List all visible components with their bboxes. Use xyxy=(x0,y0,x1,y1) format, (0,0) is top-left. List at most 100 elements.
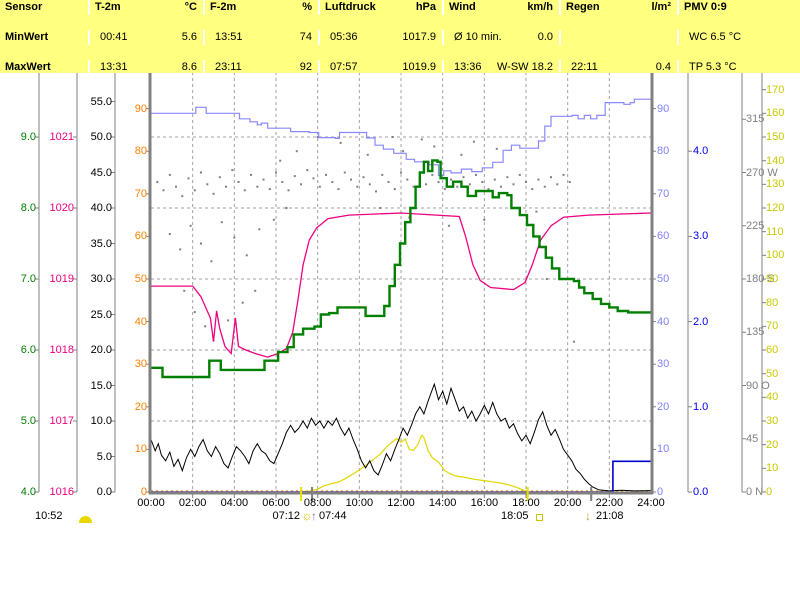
table-row: MinWert 00:41 5.6 13:51 74 05:36 1017.9 Ø 10 mi… xyxy=(0,30,800,45)
sun-icon: ☼ xyxy=(301,508,313,523)
scatter-dot-richtung xyxy=(362,176,365,179)
tick-label-brightness: 120 xyxy=(766,202,785,214)
scatter-dot-richtung xyxy=(437,181,440,183)
x-axis-label: 24:00 xyxy=(637,497,665,509)
scatter-dot-richtung xyxy=(318,185,321,188)
moonrise-time: 10:52 xyxy=(35,510,63,522)
scatter-dot-richtung xyxy=(375,190,377,193)
tick-label-sunshine: 70 xyxy=(134,187,147,200)
scatter-dot-richtung xyxy=(316,136,319,138)
tick-label-brightness: 50 xyxy=(766,367,779,380)
scatter-dot-richtung xyxy=(443,188,446,191)
scatter-dot-richtung xyxy=(200,242,202,245)
scatter-dot-richtung xyxy=(187,177,190,180)
tick-label-brightness: 20 xyxy=(766,438,779,451)
scatter-dot-richtung xyxy=(531,188,534,191)
scatter-dot-richtung xyxy=(287,189,290,192)
tick-label-brightness: 110 xyxy=(766,225,784,238)
tick-label-pressure: 1021 xyxy=(49,131,74,143)
table-cell: 13:51 74 xyxy=(203,30,318,45)
tick-label-sunshine: 0 xyxy=(140,486,147,498)
scatter-dot-richtung xyxy=(556,183,559,186)
tick-label-temp: 5.0 xyxy=(20,415,36,427)
scatter-dot-richtung xyxy=(537,178,540,181)
tick-label-rain: 1.0 xyxy=(693,400,709,413)
tick-label-wind: 10.0 xyxy=(90,415,112,427)
table-header-cell: Luftdruck hPa xyxy=(318,0,442,15)
tick-label-wind: 55.0 xyxy=(90,95,112,108)
scatter-dot-richtung xyxy=(181,195,184,198)
scatter-dot-richtung xyxy=(337,188,340,191)
scatter-dot-richtung xyxy=(483,218,486,221)
scatter-dot-richtung xyxy=(193,311,196,314)
table-cell: WC 6.5 °C xyxy=(677,30,800,45)
scatter-dot-richtung xyxy=(462,176,465,179)
tick-label-brightness: 0 xyxy=(766,486,773,498)
series-t2m xyxy=(151,159,651,379)
tick-label-temp: 9.0 xyxy=(20,131,36,143)
tick-label-brightness: 70 xyxy=(766,320,779,333)
scatter-dot-richtung xyxy=(420,138,423,141)
scatter-dot-richtung xyxy=(206,183,209,186)
table-cell: 13:31 8.6 xyxy=(88,60,203,73)
tick-label-brightness: 160 xyxy=(766,107,785,120)
table-header-cell: Wind km/h xyxy=(442,0,559,15)
scatter-dot-richtung xyxy=(162,189,165,192)
tick-label-humidity: 90 xyxy=(657,102,670,115)
tick-label-sunshine: 30 xyxy=(134,358,147,371)
scatter-dot-richtung xyxy=(183,289,186,292)
x-axis-label: 02:00 xyxy=(178,497,207,509)
tick-label-direction: 135 xyxy=(746,326,765,339)
scatter-dot-richtung xyxy=(275,171,277,174)
scatter-dot-richtung xyxy=(156,181,159,183)
scatter-dot-richtung xyxy=(506,176,509,179)
scatter-dot-richtung xyxy=(279,159,282,162)
tick-label-direction: 225 xyxy=(746,219,765,232)
scatter-dot-richtung xyxy=(245,254,248,257)
scatter-dot-richtung xyxy=(250,173,252,176)
scatter-dot-richtung xyxy=(512,183,515,186)
scatter-dot-richtung xyxy=(487,188,490,191)
moonset-arrow-icon: ↓ xyxy=(585,509,591,523)
table-cell: 07:57 1019.9 xyxy=(318,60,442,73)
tick-label-brightness: 140 xyxy=(766,154,785,167)
tick-label-wind: 45.0 xyxy=(90,166,112,179)
table-cell: 13:36 W-SW 18.2 xyxy=(442,60,559,73)
series-f2m xyxy=(151,98,651,177)
tick-label-pressure: 1016 xyxy=(49,486,74,498)
x-axis-label: 10:00 xyxy=(345,497,374,509)
tick-label-brightness: 170 xyxy=(766,83,785,96)
tick-label-temp: 4.0 xyxy=(20,486,36,498)
scatter-dot-richtung xyxy=(450,178,452,181)
tick-label-humidity: 50 xyxy=(657,273,670,285)
tick-label-humidity: 0 xyxy=(657,486,664,498)
tick-label-wind: 0.0 xyxy=(96,486,112,498)
tick-label-humidity: 70 xyxy=(657,187,670,200)
scatter-dot-richtung xyxy=(254,289,257,292)
scatter-dot-richtung xyxy=(525,181,527,183)
scatter-dot-richtung xyxy=(231,169,234,172)
tick-label-temp: 8.0 xyxy=(20,202,36,214)
scatter-dot-richtung xyxy=(237,181,240,183)
tick-label-sunshine: 40 xyxy=(134,315,147,328)
tick-label-rain: 4.0 xyxy=(693,145,709,158)
table-header-cell: PMV 0:9 xyxy=(677,0,800,15)
scatter-dot-richtung xyxy=(572,340,575,343)
series-luftdruck xyxy=(151,212,652,358)
table-cell: Ø 10 min. 0.0 xyxy=(442,30,559,45)
table-cell xyxy=(559,30,677,45)
x-axis-label: 04:00 xyxy=(220,497,249,509)
tick-label-brightness: 40 xyxy=(766,391,779,404)
scatter-dot-richtung xyxy=(331,181,334,183)
scatter-dot-richtung xyxy=(431,173,434,176)
x-axis-label: 16:00 xyxy=(470,497,499,509)
scatter-dot-richtung xyxy=(189,224,192,227)
table-header-cell: Sensor xyxy=(5,1,43,13)
scatter-dot-richtung xyxy=(366,153,369,156)
scatter-dot-richtung xyxy=(535,210,538,213)
tick-label-wind: 40.0 xyxy=(90,202,112,214)
scatter-dot-richtung xyxy=(281,181,284,183)
scatter-dot-richtung xyxy=(285,207,288,209)
moon-icon xyxy=(79,516,92,523)
tick-label-brightness: 90 xyxy=(766,273,779,285)
